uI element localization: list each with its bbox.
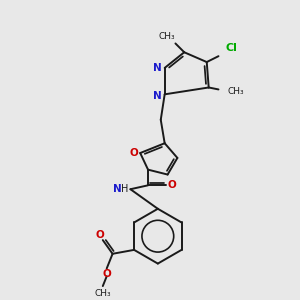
Text: CH₃: CH₃ — [94, 290, 111, 298]
Text: CH₃: CH₃ — [228, 87, 244, 96]
Text: N: N — [113, 184, 122, 194]
Text: N: N — [154, 91, 162, 101]
Text: Cl: Cl — [225, 43, 237, 53]
Text: O: O — [167, 180, 176, 190]
Text: N: N — [154, 63, 162, 73]
Text: CH₃: CH₃ — [158, 32, 175, 41]
Text: O: O — [102, 269, 111, 279]
Text: H: H — [121, 184, 128, 194]
Text: O: O — [95, 230, 104, 240]
Text: O: O — [130, 148, 139, 158]
